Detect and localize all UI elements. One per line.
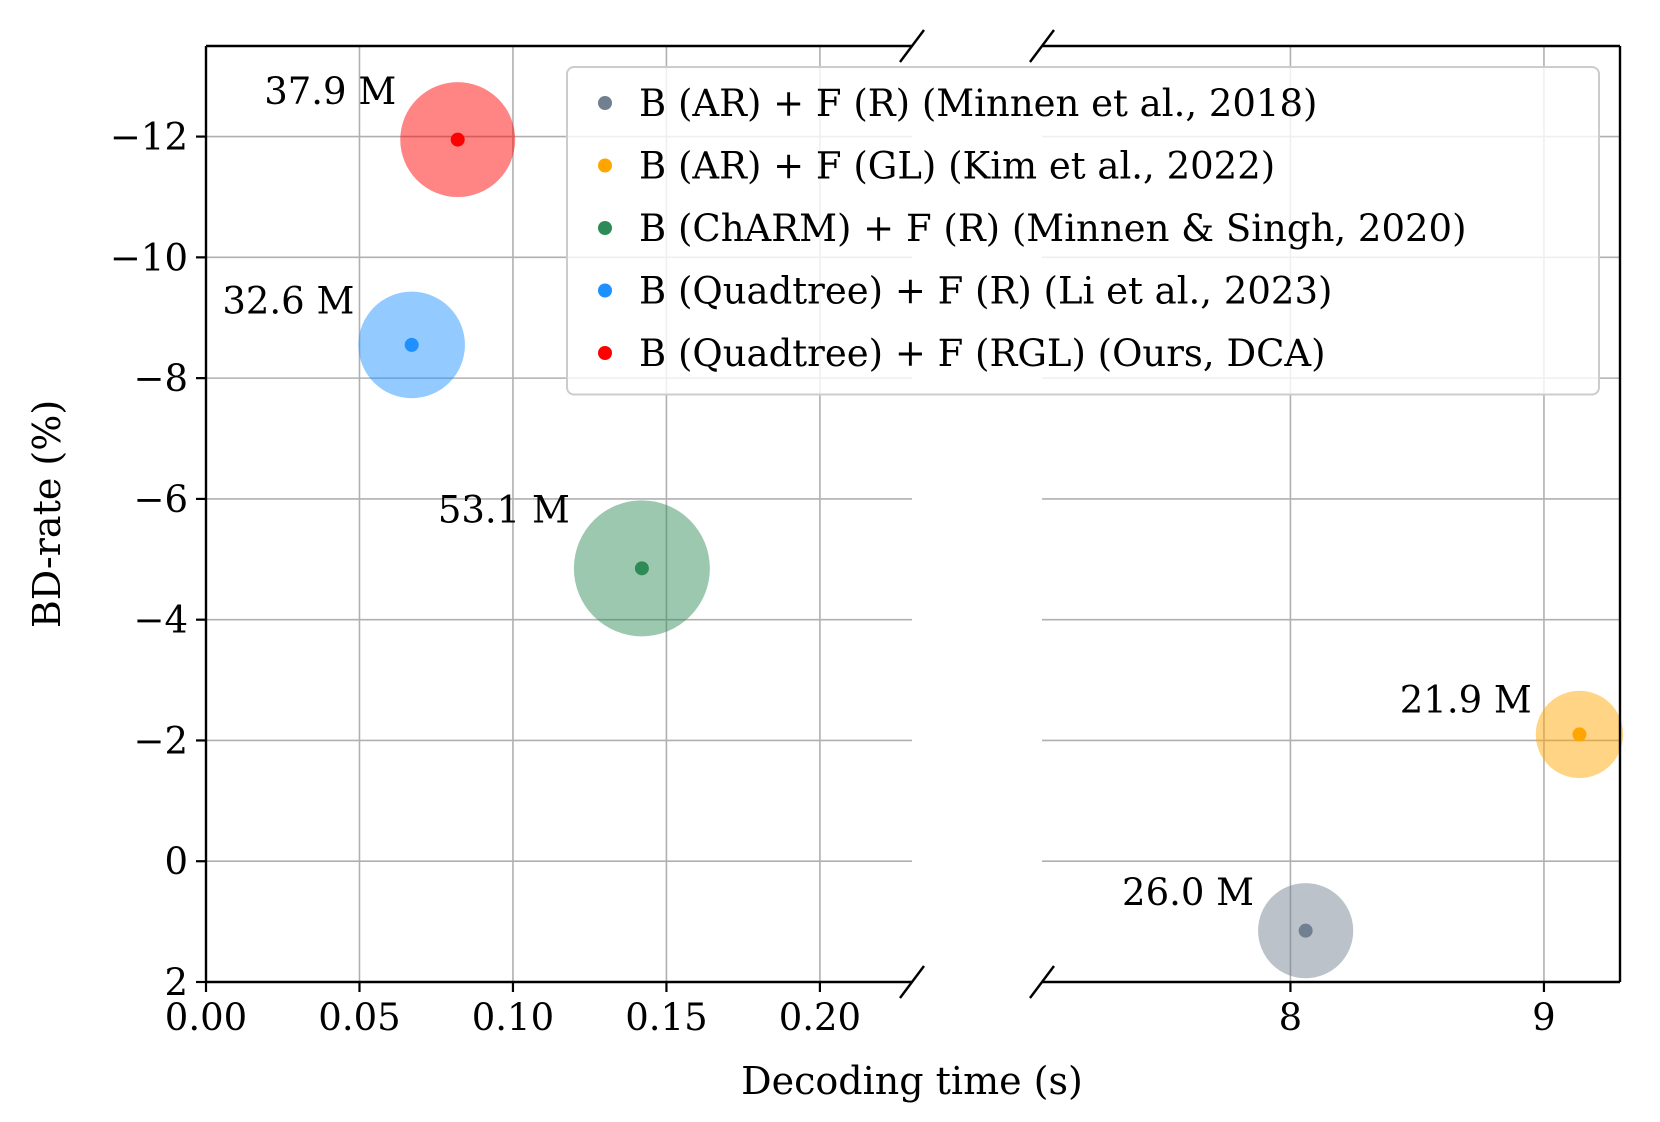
x-tick-label-right: 9 — [1532, 996, 1556, 1039]
legend-box — [566, 66, 1600, 396]
x-tick-label-left: 0.20 — [779, 996, 861, 1039]
x-tick-label-left: 0.00 — [165, 996, 247, 1039]
legend-label-1: B (AR) + F (GL) (Kim et al., 2022) — [639, 145, 1275, 188]
axis-break-mark-2 — [1029, 29, 1055, 63]
y-tick-label: −2 — [133, 719, 188, 762]
param-label-3: 32.6 M — [222, 280, 354, 323]
axis-break-mark-1 — [899, 965, 925, 999]
param-label-2: 53.1 M — [438, 488, 570, 531]
param-label-1: 21.9 M — [1400, 679, 1532, 722]
x-tick-label-left: 0.10 — [472, 996, 554, 1039]
y-axis-title: BD-rate (%) — [25, 400, 69, 628]
legend-marker-2 — [598, 221, 612, 235]
x-tick-label-left: 0.15 — [625, 996, 707, 1039]
x-tick-label-left: 0.05 — [318, 996, 400, 1039]
y-tick-label: −4 — [133, 599, 188, 642]
scatter-point-3 — [404, 337, 419, 352]
x-tick-label-right: 8 — [1279, 996, 1303, 1039]
marker-layer — [358, 82, 1624, 979]
axis-break-mark-0 — [899, 29, 925, 63]
scatter-point-2 — [634, 561, 649, 576]
legend-marker-3 — [598, 283, 612, 298]
label-layer: 26.0 M 21.9 M 53.1 M 32.6 M 37.9 M — [222, 70, 1531, 914]
legend-marker-4 — [598, 346, 612, 360]
x-axis-title: Decoding time (s) — [741, 1059, 1083, 1103]
y-tick-label: −10 — [110, 236, 188, 279]
y-tick-label: 0 — [164, 840, 188, 883]
legend-marker-0 — [598, 96, 612, 110]
legend-label-2: B (ChARM) + F (R) (Minnen & Singh, 2020) — [639, 207, 1467, 250]
param-label-0: 26.0 M — [1122, 871, 1254, 914]
y-tick-label: −8 — [133, 357, 188, 400]
y-tick-label: 2 — [164, 961, 188, 1004]
axis-layer: 2 0 −2 −4 −6 −8 −10 −12 0.00 0.05 0.10 0.15 0.20 8 9 — [110, 29, 1622, 1039]
y-tick-label: −6 — [133, 478, 188, 521]
legend-marker-1 — [598, 158, 612, 173]
legend-label-3: B (Quadtree) + F (R) (Li et al., 2023) — [639, 270, 1332, 313]
legend-label-0: B (AR) + F (R) (Minnen et al., 2018) — [639, 82, 1317, 125]
axis-break-mark-3 — [1029, 965, 1055, 999]
scatter-point-0 — [1298, 923, 1313, 938]
scatter-point-4 — [450, 132, 465, 147]
legend: B (AR) + F (R) (Minnen et al., 2018) B (A… — [566, 66, 1600, 396]
scatter-point-1 — [1572, 727, 1587, 742]
legend-label-4: B (Quadtree) + F (RGL) (Ours, DCA) — [639, 332, 1326, 375]
param-label-4: 37.9 M — [264, 70, 396, 113]
y-tick-label: −12 — [110, 116, 188, 159]
